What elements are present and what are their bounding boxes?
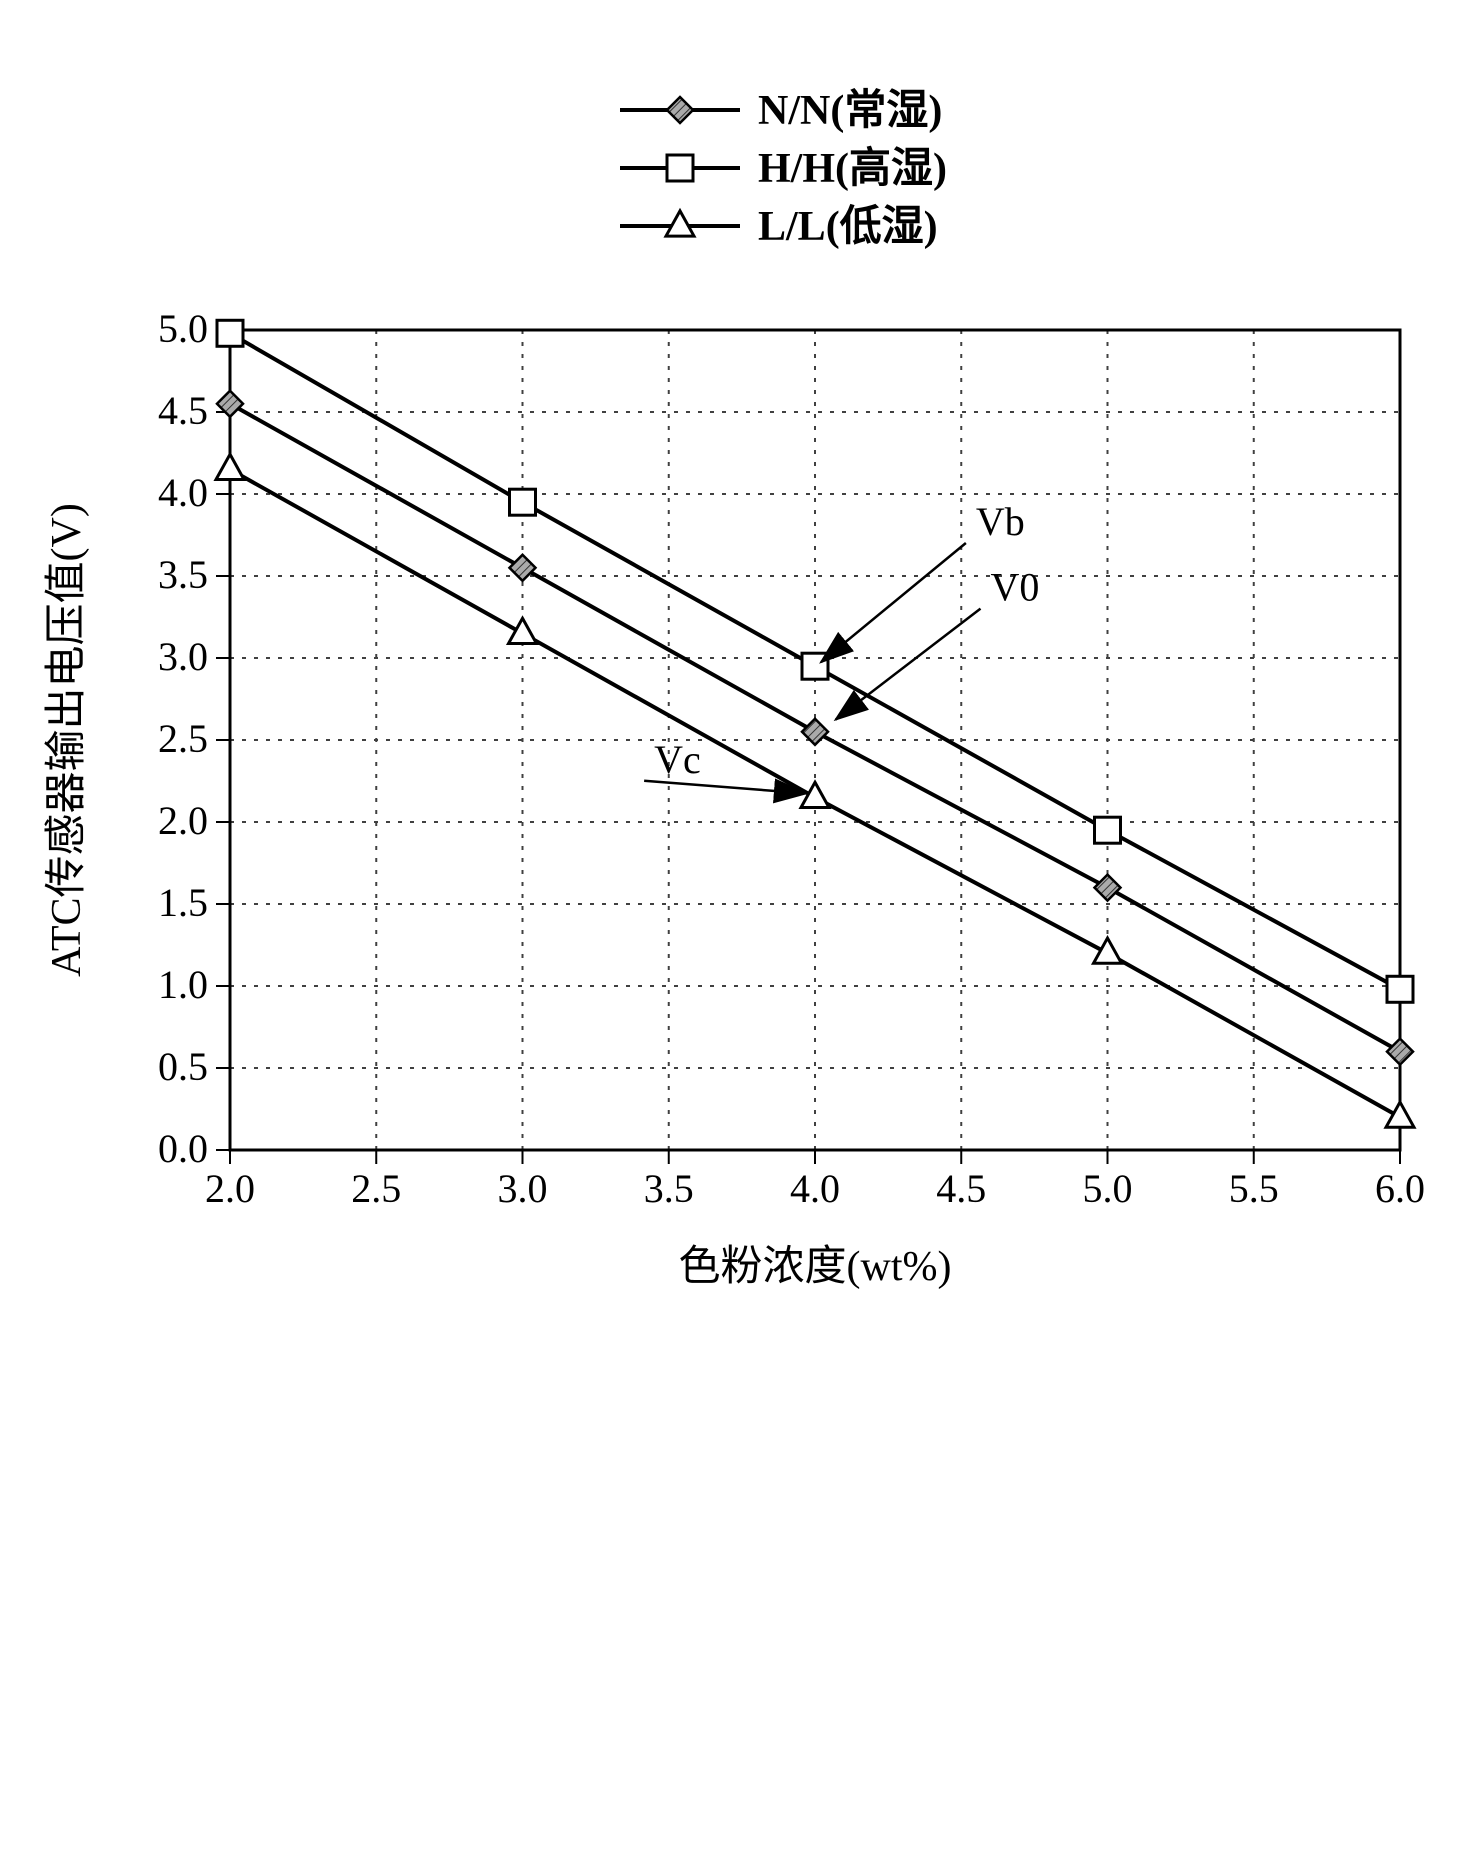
x-tick-label: 3.5: [644, 1166, 694, 1211]
x-tick-label: 4.0: [790, 1166, 840, 1211]
chart-container: 2.0 2.5 3.0 3.5 4.0 4.5 5.0 5.5 6.0 0.0 0.5 1.0 1.5 2…: [0, 0, 1463, 1850]
x-tick-label: 4.5: [936, 1166, 986, 1211]
legend-label-nn: N/N(常湿): [758, 87, 942, 134]
y-tick-label: 4.5: [158, 388, 208, 433]
y-tick-label: 1.5: [158, 880, 208, 925]
y-tick-label: 3.0: [158, 634, 208, 679]
legend-label-ll: L/L(低湿): [758, 203, 938, 250]
annotation-Vc: Vc: [654, 737, 701, 782]
y-tick-label: 2.5: [158, 716, 208, 761]
x-tick-label: 5.5: [1229, 1166, 1279, 1211]
y-tick-label: 0.0: [158, 1126, 208, 1171]
y-tick-label: 0.5: [158, 1044, 208, 1089]
y-tick-label: 2.0: [158, 798, 208, 843]
annotation-V0: V0: [991, 565, 1040, 610]
y-axis-label: ATC传感器输出电压值(V): [44, 503, 90, 977]
x-axis-label: 色粉浓度(wt%): [679, 1244, 952, 1290]
x-tick-label: 2.0: [205, 1166, 255, 1211]
y-tick-label: 4.0: [158, 470, 208, 515]
x-tick-label: 3.0: [498, 1166, 548, 1211]
x-tick-label: 5.0: [1083, 1166, 1133, 1211]
x-tick-label: 6.0: [1375, 1166, 1425, 1211]
y-tick-label: 5.0: [158, 306, 208, 351]
chart-svg: 2.0 2.5 3.0 3.5 4.0 4.5 5.0 5.5 6.0 0.0 0.5 1.0 1.5 2…: [0, 0, 1463, 1850]
y-tick-label: 1.0: [158, 962, 208, 1007]
x-tick-label: 2.5: [351, 1166, 401, 1211]
legend-label-hh: H/H(高湿): [758, 145, 947, 192]
legend: N/N(常湿) H/H(高湿) L/L(低湿): [620, 87, 947, 250]
annotation-Vb: Vb: [976, 499, 1025, 544]
y-tick-label: 3.5: [158, 552, 208, 597]
